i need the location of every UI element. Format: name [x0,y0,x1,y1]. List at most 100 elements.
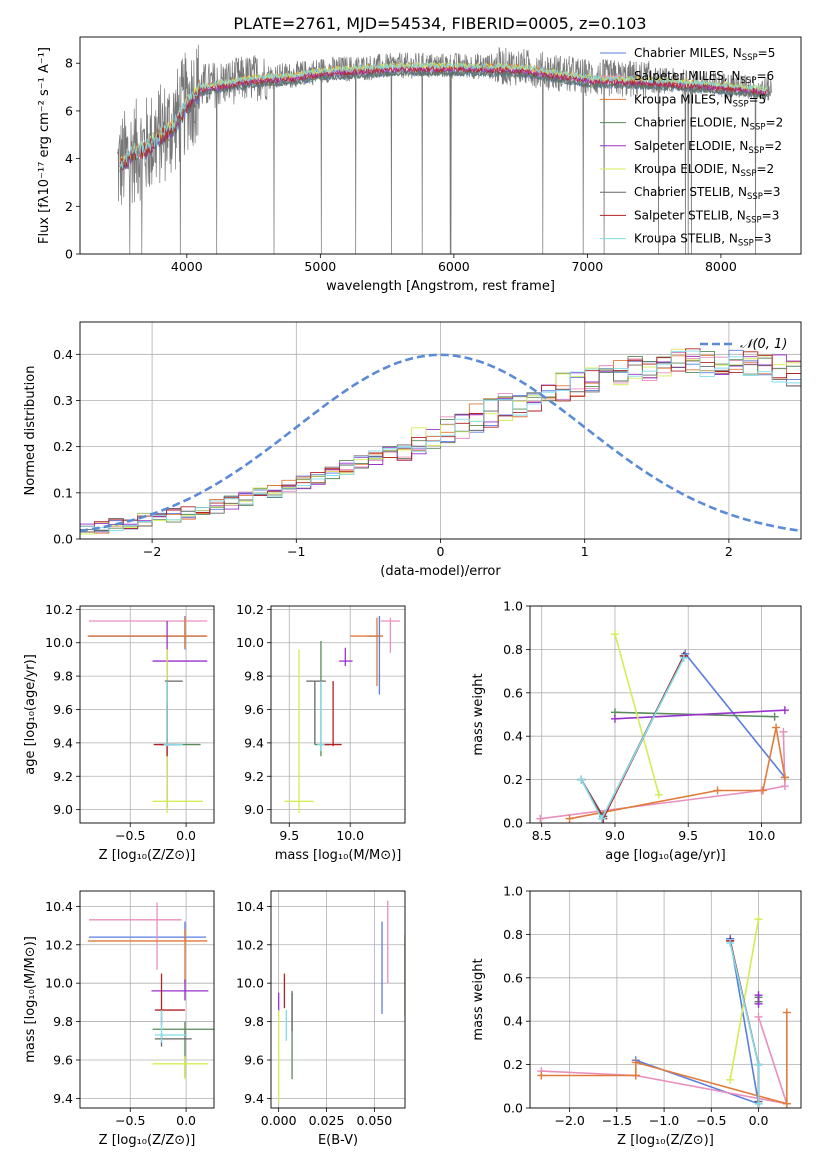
errorbar-point [153,702,179,757]
x-tick-label: −2.0 [554,1113,584,1128]
y-tick-label: 0.4 [503,1014,523,1029]
x-tick-label: −0.5 [115,828,145,843]
y-tick-label: 0.4 [53,347,73,362]
y-tick-label: 10.4 [45,899,73,914]
y-tick-label: 0.8 [503,642,523,657]
y-axis-label: Normed distribution [23,366,38,496]
errorbar-point [154,973,185,1026]
x-tick-label: 0.000 [261,1113,297,1128]
y-tick-label: 10.0 [236,976,264,991]
mass-weight-marker [631,1058,640,1067]
mass-weight-marker [713,786,722,795]
model-spectrum [119,68,768,172]
mass-weight-marker [577,775,586,784]
mass-weight-marker [780,706,789,715]
errorbar-point [88,617,208,635]
panel-mass_weight_vs_Z: −2.0 −1.5 −1.0 −0.5 0.0 0.0 0.2 0.4 0.6 0.8 1.0 Z [… [471,884,802,1148]
y-tick-label: 0.4 [503,729,523,744]
x-tick-label: 0.0 [749,1113,769,1128]
mass-weight-marker [565,814,574,823]
y-tick-label: 9.4 [244,735,264,750]
mass-weight-marker [754,999,763,1008]
gridlines [80,606,214,823]
y-tick-label: 9.8 [244,669,264,684]
panel-residuals: −2 −1 0 1 2 0.0 0.1 0.2 0.3 0.4 (data-model)/error… [23,321,802,579]
mass-weight-line [569,727,786,820]
x-axis-label: mass [log₁₀(M/M⊙)] [275,848,402,863]
plot-area [278,900,405,1103]
y-tick-label: 9.4 [53,1091,73,1106]
mass-weight-marker [679,654,688,663]
axes-frame [529,605,802,824]
mass-weight-marker [536,814,545,823]
mass-weight-marker [597,814,606,823]
legend-label: Chabrier MILES, NSSP=5 [634,46,775,63]
y-tick-label: 0.2 [503,1057,523,1072]
y-tick-label: 9.6 [244,1052,264,1067]
errorbar-point [159,737,201,753]
residual-hist-step [80,354,801,539]
axes-frame [79,36,802,255]
x-tick-label: −0.5 [696,1113,726,1128]
mass-weight-marker [780,782,789,791]
panel-mass_vs_ebv: 0.000 0.025 0.050 9.4 9.6 9.8 10.0 10.2 10.4 E(B-… [236,890,406,1148]
errorbar-point [88,902,182,970]
y-tick-label: 4 [65,151,73,166]
x-tick-label: 9.5 [678,828,698,843]
mass-weight-marker [631,1071,640,1080]
y-tick-label: 0.3 [53,393,73,408]
mass-weight-marker [754,1099,763,1108]
y-tick-label: 0.6 [503,970,523,985]
x-axis-label: Z [log₁₀(Z/Z⊙)] [99,1133,196,1148]
x-tick-label: 6000 [438,259,470,274]
mass-weight-marker [754,991,763,1000]
observed-spectrum [117,44,772,254]
x-tick-label: −1 [287,544,305,559]
reference-legend-label: 𝒩(0, 1) [740,337,787,352]
y-tick-label: 6 [65,103,73,118]
spectrum-legend: Chabrier MILES, NSSP=5 Salpeter MILES, NS… [600,46,783,249]
ticks: −0.5 0.0 9.0 9.2 9.4 9.6 9.8 10.0 10.2 [45,602,196,843]
y-tick-label: 9.4 [244,1091,264,1106]
mass-weight-marker [726,1075,735,1084]
errorbar-point [380,617,401,653]
plot-area [117,44,772,254]
ticks: −0.5 0.0 9.4 9.6 9.8 10.0 10.2 10.4 [45,899,196,1128]
y-axis-label: age [log₁₀(age/yr)] [23,654,38,775]
mass-weight-marker [780,773,789,782]
axes-frame [529,890,802,1109]
ticks: 8.5 9.0 9.5 10.0 0.0 0.2 0.4 0.6 0.8 1.0 [503,599,775,844]
x-tick-label: 4000 [171,259,203,274]
panel-age_vs_Z: −0.5 0.0 9.0 9.2 9.4 9.6 9.8 10.0 10.2 Z [log₁₀(Z… [23,602,215,863]
y-tick-label: 0 [65,247,73,262]
x-tick-label: 0 [437,544,445,559]
x-tick-label: 8.5 [532,828,552,843]
x-tick-label: 5000 [304,259,336,274]
ticks: −2 −1 0 1 2 0.0 0.1 0.2 0.3 0.4 [53,347,733,559]
plot-area [537,915,791,1108]
mass-weight-line [614,709,785,720]
mass-weight-marker [610,630,619,639]
y-tick-label: 9.0 [244,802,264,817]
axes-frame [79,890,215,1109]
ticks: −2.0 −1.5 −1.0 −0.5 0.0 0.0 0.2 0.4 0.6 0.8 1.0 [503,884,768,1129]
errorbar-point [152,1056,209,1080]
x-tick-label: −1.0 [649,1113,679,1128]
x-axis-label: age [log₁₀(age/yr)] [605,848,726,863]
x-tick-label: 0.0 [176,1113,196,1128]
x-tick-label: 1 [581,544,589,559]
y-tick-label: 10.0 [45,635,73,650]
x-axis-label: wavelength [Angstrom, rest frame] [326,279,555,294]
panel-age_vs_mass: 9.5 10.0 9.0 9.2 9.4 9.6 9.8 10.0 10.2 mass [log₁… [236,602,406,863]
mass-weight-marker [772,723,781,732]
y-axis-label: Flux [fλ10⁻¹⁷ erg cm⁻² s⁻¹ A⁻¹] [37,47,52,244]
mass-weight-marker [754,1060,763,1069]
y-tick-label: 10.0 [236,635,264,650]
y-tick-label: 9.2 [244,769,264,784]
mass-weight-marker [537,1071,546,1080]
mass-weight-marker [754,915,763,924]
x-tick-label: 2 [725,544,733,559]
mass-weight-marker [782,1099,791,1108]
errorbar-point [284,649,314,813]
plot-area [87,902,214,1080]
